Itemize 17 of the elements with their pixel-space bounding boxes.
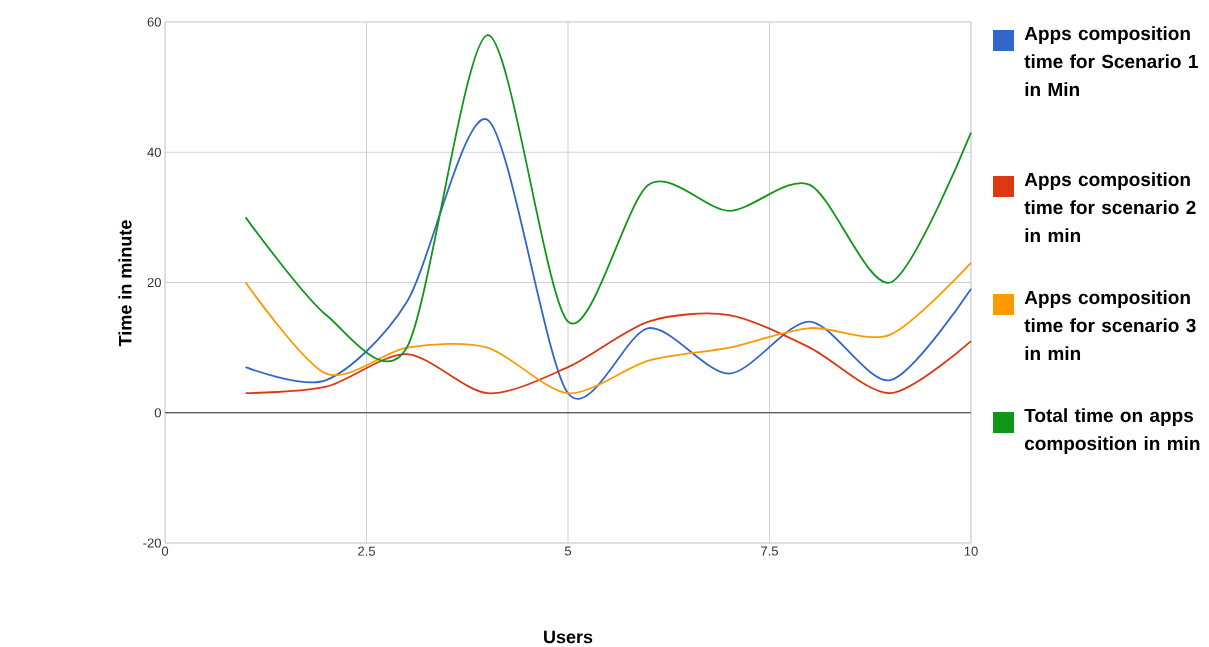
x-axis-title: Users bbox=[544, 630, 593, 644]
x-tick-label: 0 bbox=[161, 546, 169, 556]
legend-label: Apps composition time for scenario 3 in min bbox=[1024, 290, 1196, 361]
y-tick-label: 40 bbox=[147, 147, 161, 158]
y-tick-label: 0 bbox=[154, 408, 161, 418]
y-tick-label: 20 bbox=[147, 278, 161, 288]
x-tick-label: 10 bbox=[964, 546, 978, 556]
legend-label: Total time on apps composition in min bbox=[1024, 408, 1200, 455]
line-series bbox=[244, 262, 972, 395]
x-tick-label: 2.5 bbox=[358, 546, 375, 556]
legend-label: Apps composition time for Scenario 1 in Min bbox=[1024, 26, 1198, 97]
y-tick-label: 60 bbox=[147, 17, 161, 27]
x-tick-label: 5 bbox=[564, 546, 572, 556]
y-axis-title: Time in minute bbox=[118, 220, 132, 347]
legend-label: Apps composition time for scenario 2 in min bbox=[1024, 172, 1196, 243]
y-tick-label: -20 bbox=[143, 538, 161, 548]
x-tick-label: 7.5 bbox=[761, 546, 778, 556]
